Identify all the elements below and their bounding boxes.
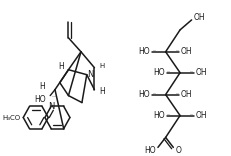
Text: HO: HO [144,146,155,155]
Text: HO: HO [35,95,46,104]
Text: OH: OH [180,90,192,99]
Text: HO: HO [152,111,164,120]
Text: OH: OH [195,68,206,77]
Text: OH: OH [193,13,204,22]
Text: H: H [99,87,105,96]
Text: ··: ·· [152,48,155,53]
Text: H: H [99,63,104,69]
Text: ··: ·· [166,112,170,117]
Text: HO: HO [138,90,150,99]
Text: H₃CO: H₃CO [2,115,20,120]
Text: N: N [87,70,93,79]
Text: ···: ··· [51,94,57,99]
Text: H: H [58,62,63,71]
Text: ··: ·· [152,91,155,96]
Text: ··: ·· [174,91,178,96]
Text: OH: OH [195,111,206,120]
Text: ··: ·· [174,48,178,53]
Text: ··: ·· [189,69,193,74]
Text: ··: ·· [166,69,170,74]
Text: N: N [48,102,54,111]
Text: O: O [174,146,180,155]
Text: H: H [40,82,45,91]
Text: HO: HO [138,47,150,56]
Text: ··: ·· [189,112,193,117]
Text: HO: HO [152,68,164,77]
Text: OH: OH [180,47,192,56]
